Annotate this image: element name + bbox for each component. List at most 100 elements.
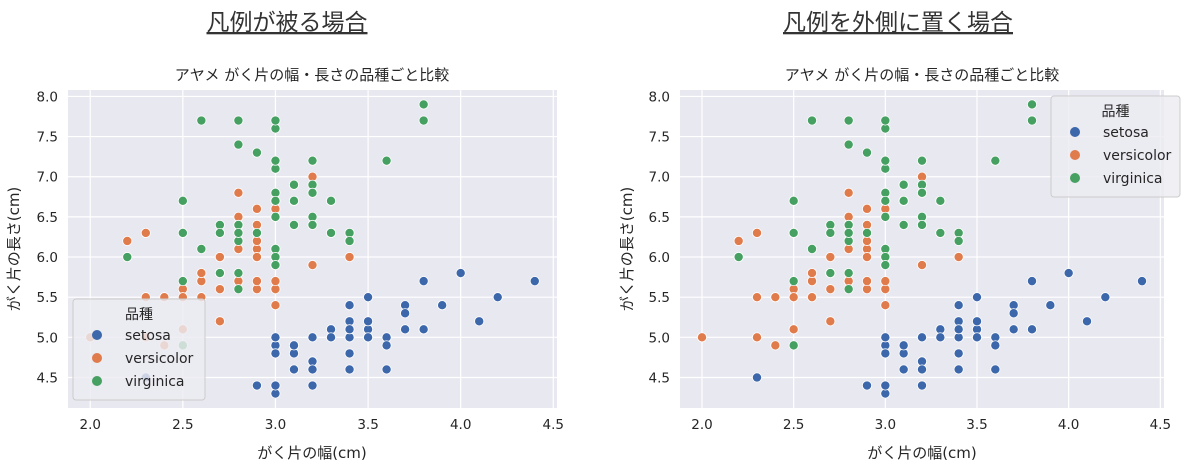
point-versicolor xyxy=(770,292,781,303)
point-setosa xyxy=(251,380,262,391)
point-versicolor xyxy=(788,292,799,303)
y-tick-label: 7.0 xyxy=(649,170,670,186)
point-setosa xyxy=(880,380,891,391)
point-versicolor xyxy=(880,300,891,311)
point-virginica xyxy=(898,219,909,230)
point-versicolor xyxy=(807,292,818,303)
point-versicolor xyxy=(214,252,225,263)
point-versicolor xyxy=(862,203,873,214)
point-virginica xyxy=(935,195,946,206)
point-virginica xyxy=(917,155,928,166)
x-tick-label: 2.5 xyxy=(172,417,193,433)
point-versicolor xyxy=(251,276,262,287)
point-setosa xyxy=(990,340,1001,351)
point-setosa xyxy=(344,300,355,311)
point-setosa xyxy=(492,292,503,303)
point-versicolor xyxy=(251,252,262,263)
point-virginica xyxy=(233,268,244,279)
point-virginica xyxy=(807,115,818,126)
point-setosa xyxy=(344,324,355,335)
legend-marker-virginica xyxy=(1070,173,1080,183)
point-virginica xyxy=(326,195,337,206)
point-setosa xyxy=(363,332,374,343)
point-virginica xyxy=(288,195,299,206)
point-versicolor xyxy=(270,300,281,311)
point-setosa xyxy=(935,332,946,343)
point-virginica xyxy=(288,179,299,190)
point-virginica xyxy=(788,227,799,238)
point-setosa xyxy=(270,380,281,391)
point-setosa xyxy=(529,276,540,287)
point-versicolor xyxy=(344,252,355,263)
x-tick-label: 4.0 xyxy=(450,417,471,433)
y-tick-label: 4.5 xyxy=(37,370,58,386)
x-tick-label: 2.0 xyxy=(691,417,712,433)
point-virginica xyxy=(935,227,946,238)
point-virginica xyxy=(196,243,207,254)
y-tick-label: 5.0 xyxy=(37,330,58,346)
y-tick-label: 6.5 xyxy=(37,210,58,226)
x-tick-label: 4.5 xyxy=(543,417,564,433)
point-versicolor xyxy=(140,227,151,238)
point-setosa xyxy=(418,276,429,287)
point-virginica xyxy=(990,155,1001,166)
point-virginica xyxy=(177,227,188,238)
point-setosa xyxy=(1008,308,1019,319)
point-setosa xyxy=(953,300,964,311)
y-axis-label: がく片の長さ(cm) xyxy=(618,187,636,312)
point-setosa xyxy=(288,364,299,375)
point-setosa xyxy=(326,332,337,343)
x-axis-label: がく片の幅(cm) xyxy=(867,444,977,462)
point-setosa xyxy=(363,316,374,327)
legend-title: 品種 xyxy=(1102,104,1130,120)
point-setosa xyxy=(344,364,355,375)
legend-label-versicolor: versicolor xyxy=(1103,148,1172,164)
legend-box xyxy=(1050,95,1181,198)
point-virginica xyxy=(270,115,281,126)
point-setosa xyxy=(880,348,891,359)
point-virginica xyxy=(307,187,318,198)
point-virginica xyxy=(418,99,429,110)
point-versicolor xyxy=(307,260,318,271)
legend-marker-virginica xyxy=(92,376,102,386)
legend-label-versicolor: versicolor xyxy=(125,351,194,367)
point-virginica xyxy=(418,115,429,126)
legend-marker-setosa xyxy=(92,330,102,340)
point-virginica xyxy=(233,227,244,238)
x-tick-label: 2.0 xyxy=(79,417,100,433)
point-virginica xyxy=(880,211,891,222)
point-virginica xyxy=(270,195,281,206)
point-setosa xyxy=(363,292,374,303)
point-versicolor xyxy=(843,187,854,198)
point-virginica xyxy=(898,195,909,206)
point-virginica xyxy=(381,155,392,166)
point-setosa xyxy=(898,340,909,351)
point-setosa xyxy=(344,348,355,359)
point-setosa xyxy=(990,364,1001,375)
legend-marker-versicolor xyxy=(92,353,102,363)
point-virginica xyxy=(288,219,299,230)
point-setosa xyxy=(400,324,411,335)
point-setosa xyxy=(972,316,983,327)
point-versicolor xyxy=(862,276,873,287)
point-setosa xyxy=(381,364,392,375)
x-tick-label: 2.5 xyxy=(783,417,804,433)
point-virginica xyxy=(843,268,854,279)
point-virginica xyxy=(270,211,281,222)
point-setosa xyxy=(917,332,928,343)
point-versicolor xyxy=(752,292,763,303)
point-setosa xyxy=(307,364,318,375)
point-setosa xyxy=(1137,276,1148,287)
point-versicolor xyxy=(233,187,244,198)
point-setosa xyxy=(437,300,448,311)
point-virginica xyxy=(953,235,964,246)
x-tick-label: 3.0 xyxy=(265,417,286,433)
point-virginica xyxy=(733,252,744,263)
y-tick-label: 7.5 xyxy=(649,130,670,146)
point-versicolor xyxy=(122,235,133,246)
point-setosa xyxy=(953,364,964,375)
point-setosa xyxy=(1082,316,1093,327)
legend-label-setosa: setosa xyxy=(125,328,171,344)
point-virginica xyxy=(214,227,225,238)
y-tick-label: 4.5 xyxy=(649,370,670,386)
